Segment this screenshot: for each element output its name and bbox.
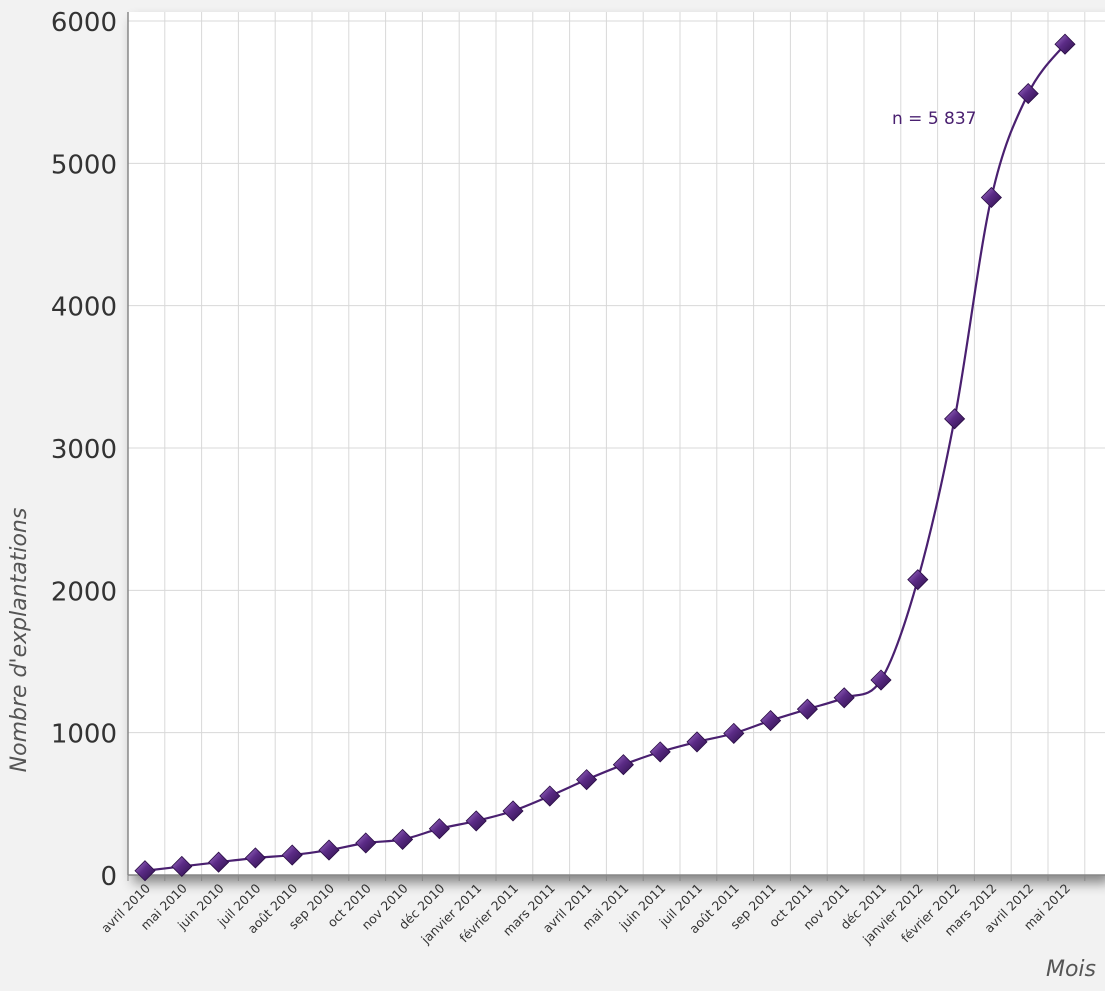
n-annotation: n = 5 837 (892, 109, 977, 129)
data-point (502, 800, 524, 822)
data-point (944, 408, 966, 430)
data-point (980, 186, 1002, 209)
data-point (355, 832, 377, 854)
data-point (612, 754, 634, 776)
grid (127, 12, 1105, 875)
y-tick-label: 2000 (51, 577, 117, 607)
y-tick-label: 0 (100, 862, 117, 892)
data-point (870, 669, 892, 691)
y-tick-labels: 0 1000 2000 3000 4000 5000 6000 (51, 8, 117, 892)
data-point (796, 698, 818, 720)
data-point (833, 687, 855, 709)
data-point (465, 810, 487, 832)
data-point (428, 818, 450, 840)
data-point (208, 851, 230, 873)
data-point (907, 569, 929, 591)
y-axis-label: Nombre d'explantations (7, 508, 32, 773)
data-point (244, 847, 266, 869)
series-line (144, 43, 1066, 872)
data-point (576, 769, 598, 791)
plot-area (128, 12, 1105, 875)
x-axis-label: Mois (1046, 957, 1096, 982)
data-point (1054, 33, 1076, 55)
y-tick-label: 3000 (51, 435, 117, 465)
markers (134, 33, 1076, 882)
data-point (392, 828, 414, 850)
data-point (171, 855, 193, 878)
series-path (144, 43, 1066, 872)
data-point (723, 722, 745, 744)
data-point (686, 731, 708, 753)
data-point (318, 839, 340, 861)
y-tick-label: 1000 (51, 720, 117, 750)
data-point (760, 710, 782, 732)
data-point (649, 741, 671, 763)
y-tick-label: 6000 (51, 8, 117, 38)
data-point (1017, 83, 1039, 105)
data-point (539, 785, 561, 807)
y-tick-label: 5000 (51, 150, 117, 180)
data-point (281, 844, 303, 866)
y-tick-label: 4000 (51, 293, 117, 323)
axes (127, 12, 1105, 881)
data-point (134, 860, 156, 882)
